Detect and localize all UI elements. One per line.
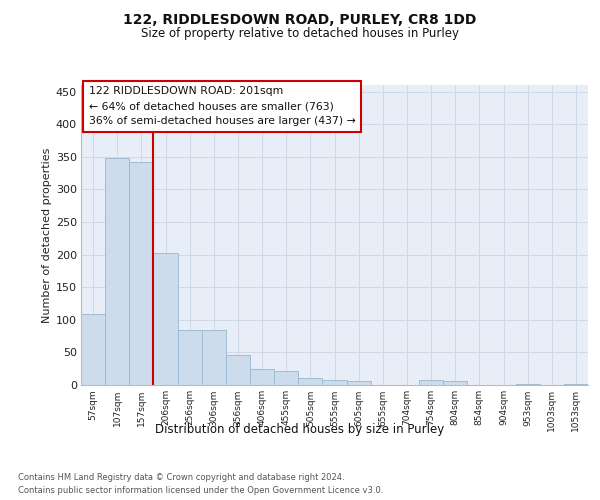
Bar [298, 378, 322, 385]
Bar [443, 381, 467, 385]
Bar [564, 384, 588, 385]
Bar [226, 355, 250, 385]
Text: Distribution of detached houses by size in Purley: Distribution of detached houses by size … [155, 422, 445, 436]
Bar [250, 368, 274, 385]
Bar [419, 380, 443, 385]
Bar [105, 158, 129, 385]
Y-axis label: Number of detached properties: Number of detached properties [41, 148, 52, 322]
Bar [274, 370, 298, 385]
Bar [178, 330, 202, 385]
Bar [129, 162, 154, 385]
Text: 122, RIDDLESDOWN ROAD, PURLEY, CR8 1DD: 122, RIDDLESDOWN ROAD, PURLEY, CR8 1DD [124, 12, 476, 26]
Bar [322, 380, 347, 385]
Bar [202, 330, 226, 385]
Bar [515, 384, 540, 385]
Text: Contains HM Land Registry data © Crown copyright and database right 2024.: Contains HM Land Registry data © Crown c… [18, 472, 344, 482]
Bar [81, 314, 105, 385]
Text: 122 RIDDLESDOWN ROAD: 201sqm
← 64% of detached houses are smaller (763)
36% of s: 122 RIDDLESDOWN ROAD: 201sqm ← 64% of de… [89, 86, 355, 126]
Bar [347, 381, 371, 385]
Text: Size of property relative to detached houses in Purley: Size of property relative to detached ho… [141, 28, 459, 40]
Bar [154, 254, 178, 385]
Text: Contains public sector information licensed under the Open Government Licence v3: Contains public sector information licen… [18, 486, 383, 495]
